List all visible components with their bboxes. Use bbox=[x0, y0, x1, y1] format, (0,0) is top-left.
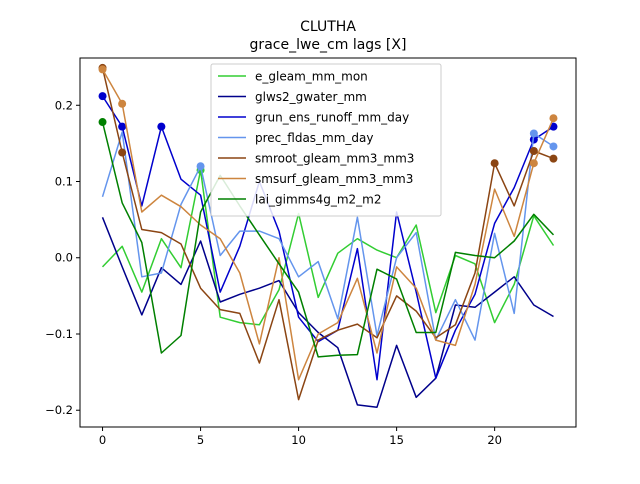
legend-label: prec_fldas_mm_day bbox=[255, 131, 374, 145]
series-marker-prec_fldas_mm_day bbox=[549, 142, 558, 151]
series-marker-prec_fldas_mm_day bbox=[529, 129, 538, 138]
y-tick-label: −0.1 bbox=[45, 327, 73, 341]
series-marker-smroot_gleam_mm3_mm3 bbox=[118, 148, 127, 157]
y-axis: −0.2 −0.1 0.0 0.1 0.2 bbox=[45, 98, 80, 417]
x-tick-label: 15 bbox=[389, 433, 404, 447]
legend: e_gleam_mm_mon glws2_gwater_mm grun_ens_ru… bbox=[210, 63, 442, 217]
series-marker-smroot_gleam_mm3_mm3 bbox=[529, 147, 538, 156]
legend-label: e_gleam_mm_mon bbox=[255, 70, 368, 84]
series-line-smsurf_gleam_mm3_mm3 bbox=[101, 69, 555, 381]
legend-label: lai_gimms4g_m2_m2 bbox=[255, 193, 382, 207]
series-line-prec_fldas_mm_day bbox=[101, 131, 554, 341]
x-tick-label: 20 bbox=[487, 433, 502, 447]
series-marker-grun_ens_runoff_mm_day bbox=[98, 92, 107, 101]
series-marker-smroot_gleam_mm3_mm3 bbox=[549, 154, 558, 163]
y-tick-label: 0.2 bbox=[55, 98, 73, 112]
series-line-lai_gimms4g_m2_m2 bbox=[101, 121, 555, 358]
series-line-smroot_gleam_mm3_mm3 bbox=[101, 67, 554, 401]
plot-series bbox=[98, 63, 558, 408]
series-marker-grun_ens_runoff_mm_day bbox=[157, 122, 166, 131]
series-marker-grun_ens_runoff_mm_day bbox=[118, 122, 127, 131]
x-tick-label: 10 bbox=[291, 433, 306, 447]
series-marker-smsurf_gleam_mm3_mm3 bbox=[118, 99, 127, 108]
legend-label: smroot_gleam_mm3_mm3 bbox=[255, 152, 414, 166]
legend-label: grun_ens_runoff_mm_day bbox=[255, 111, 409, 125]
series-marker-lai_gimms4g_m2_m2 bbox=[98, 118, 107, 127]
chart-title: CLUTHA bbox=[300, 19, 356, 35]
legend-box bbox=[210, 63, 442, 217]
y-tick-label: −0.2 bbox=[45, 403, 73, 417]
x-axis: 0 5 10 15 20 bbox=[99, 427, 502, 447]
series-marker-smroot_gleam_mm3_mm3 bbox=[490, 159, 499, 168]
x-tick-label: 0 bbox=[99, 433, 106, 447]
legend-label: glws2_gwater_mm bbox=[255, 90, 367, 104]
series-marker-smsurf_gleam_mm3_mm3 bbox=[529, 159, 538, 168]
chart-subtitle: grace_lwe_cm lags [X] bbox=[250, 37, 407, 53]
legend-label: smsurf_gleam_mm3_mm3 bbox=[255, 172, 413, 186]
plot-area-frame bbox=[79, 57, 577, 428]
series-line-e_gleam_mm_mon bbox=[101, 169, 555, 326]
x-tick-label: 5 bbox=[197, 433, 204, 447]
y-tick-label: 0.0 bbox=[55, 251, 73, 265]
series-marker-prec_fldas_mm_day bbox=[196, 162, 205, 171]
series-marker-smsurf_gleam_mm3_mm3 bbox=[98, 65, 107, 74]
y-tick-label: 0.1 bbox=[55, 175, 73, 189]
series-marker-smsurf_gleam_mm3_mm3 bbox=[549, 114, 558, 123]
series-line-glws2_gwater_mm bbox=[101, 217, 554, 408]
